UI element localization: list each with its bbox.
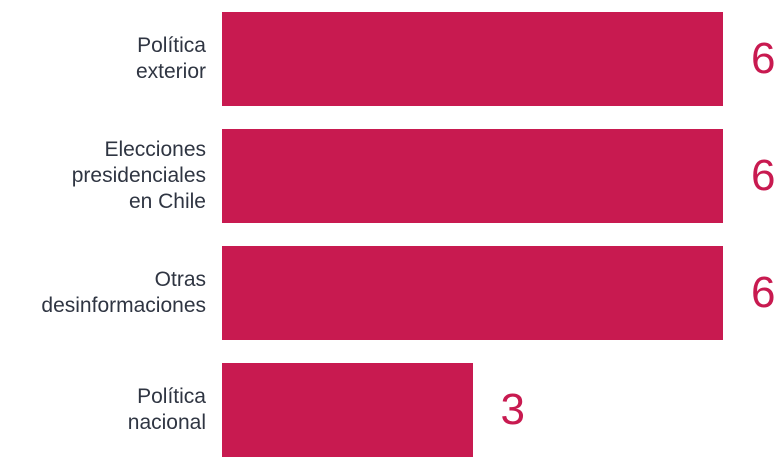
category-label-line: exterior [135,60,206,83]
category-label-line: Política [137,34,206,57]
value-label-3: 6 [751,268,776,317]
category-label-line: en Chile [128,190,206,213]
value-label-4: 3 [500,385,525,434]
category-label-line: nacional [127,411,206,434]
bar-4 [222,363,473,457]
category-label-line: desinformaciones [41,294,206,317]
category-label-line: Política [137,385,206,408]
category-label-3: Otras desinformaciones [6,267,206,319]
value-label-1: 6 [751,34,776,83]
value-label-2: 6 [751,151,776,200]
bar-3 [222,246,723,340]
category-label-line: Otras [154,268,206,291]
category-label-line: presidenciales [71,164,206,187]
category-label-2: Elecciones presidenciales en Chile [6,137,206,215]
category-label-1: Política exterior [6,33,206,85]
category-label-4: Política nacional [6,384,206,436]
bar-1 [222,12,723,106]
bar-2 [222,129,723,223]
category-label-line: Elecciones [104,138,206,161]
